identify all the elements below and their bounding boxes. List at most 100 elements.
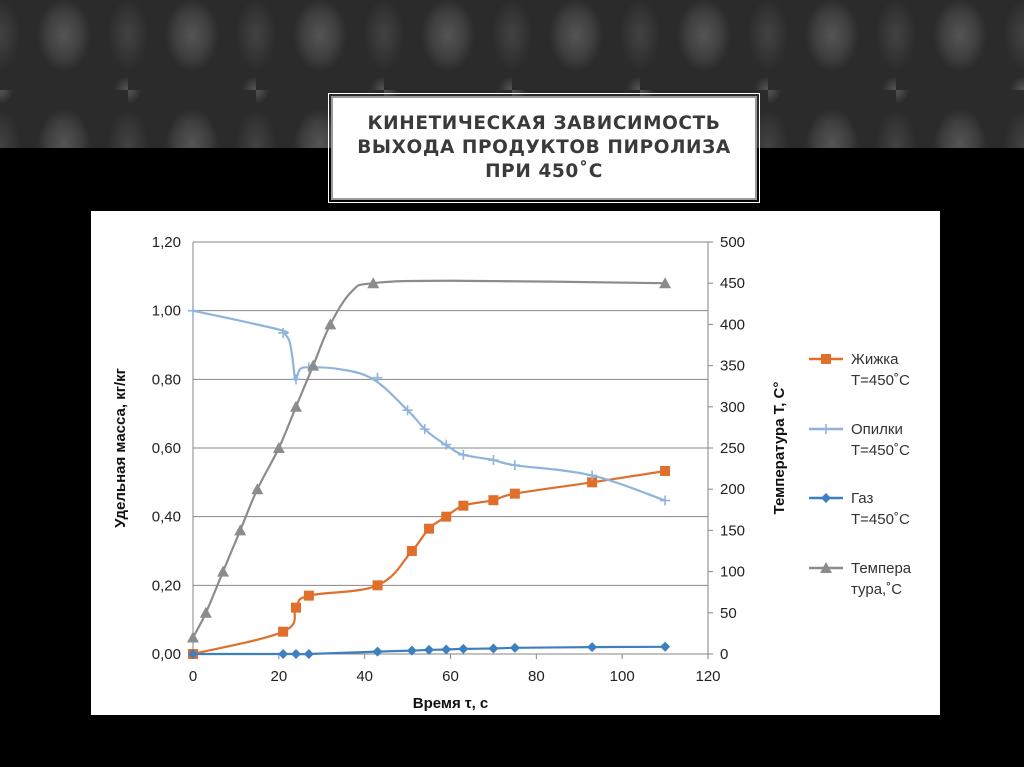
data-point — [419, 424, 430, 435]
data-point — [821, 493, 831, 503]
data-point — [587, 477, 598, 488]
data-point — [406, 546, 417, 556]
data-point — [660, 495, 671, 506]
data-point — [187, 631, 199, 643]
data-point — [488, 495, 499, 506]
y2-tick-label: 400 — [720, 316, 745, 333]
y-tick-label: 1,20 — [152, 234, 181, 251]
y-tick-label: 0,20 — [152, 577, 181, 594]
data-point — [587, 642, 598, 653]
y2-tick-label: 100 — [720, 564, 745, 581]
data-point — [458, 643, 469, 654]
legend-label: Темпера — [851, 560, 912, 577]
y2-tick-label: 350 — [720, 358, 745, 375]
data-point — [441, 439, 452, 450]
x-axis-title: Время τ, с — [413, 695, 489, 712]
data-point — [441, 511, 452, 522]
data-point — [278, 649, 289, 659]
y2-tick-label: 250 — [720, 440, 745, 457]
x-tick-label: 80 — [528, 668, 545, 685]
kinetics-chart: 0,000,200,400,600,801,001,20050100150200… — [112, 234, 912, 712]
y-tick-label: 1,00 — [152, 303, 181, 320]
data-point — [290, 400, 302, 412]
data-point — [307, 359, 320, 371]
legend-label: Газ — [851, 490, 873, 507]
y-tick-label: 0,60 — [152, 440, 181, 457]
data-point — [303, 649, 314, 659]
x-tick-label: 100 — [610, 668, 635, 685]
series-layer — [187, 277, 672, 659]
data-point — [424, 644, 435, 655]
y2-tick-label: 0 — [720, 646, 728, 663]
data-point — [278, 626, 289, 637]
series-2 — [188, 641, 671, 659]
data-point — [458, 500, 469, 511]
legend-entry-0: Жижка Т=450˚С — [809, 351, 910, 389]
y2-tick-label: 200 — [720, 481, 745, 498]
legend-entry-2: Газ Т=450˚С — [809, 490, 910, 528]
data-point — [587, 470, 598, 481]
legend-label: Опилки — [851, 421, 903, 438]
data-point — [372, 580, 383, 591]
data-point — [821, 424, 831, 434]
series-line — [192, 309, 666, 502]
y2-tick-label: 500 — [720, 234, 745, 251]
y-tick-label: 0,00 — [152, 646, 181, 663]
data-point — [188, 649, 198, 659]
data-point — [324, 318, 337, 330]
x-tick-label: 120 — [695, 668, 720, 685]
x-tick-label: 40 — [356, 668, 373, 685]
data-point — [251, 483, 264, 495]
data-point — [659, 277, 672, 289]
legend-label: Т=450˚С — [851, 511, 910, 528]
data-point — [509, 642, 520, 653]
data-point — [291, 649, 301, 659]
series-line — [192, 279, 666, 639]
data-point — [509, 488, 520, 499]
y2-axis-title: Температура T, C° — [771, 382, 788, 515]
data-point — [272, 442, 285, 453]
data-point — [291, 374, 301, 385]
series-3 — [187, 277, 672, 643]
legend-entry-1: Опилки Т=450˚С — [809, 421, 910, 459]
data-point — [278, 327, 289, 338]
data-point — [488, 643, 499, 654]
data-point — [367, 277, 380, 289]
data-point — [441, 644, 452, 655]
slide-title-box: Кинетическая зависимость выхода продукто… — [328, 93, 760, 203]
data-point — [291, 602, 301, 613]
data-point — [820, 562, 832, 573]
data-point — [303, 590, 314, 601]
x-tick-label: 20 — [270, 668, 287, 685]
data-point — [488, 455, 499, 466]
x-tick-label: 60 — [442, 668, 459, 685]
x-tick-label: 0 — [189, 668, 197, 685]
legend-label: Т=450˚С — [851, 372, 910, 389]
y2-tick-label: 150 — [720, 522, 745, 539]
damask-background — [0, 0, 1024, 148]
data-point — [458, 449, 469, 460]
legend: Жижка Т=450˚С Опилки Т=450˚С Газ Т=450˚С Темпе… — [809, 351, 912, 598]
data-point — [821, 354, 831, 364]
data-point — [234, 524, 247, 536]
data-point — [199, 606, 212, 618]
data-point — [424, 523, 435, 534]
data-point — [372, 372, 383, 383]
slide-title: Кинетическая зависимость выхода продукто… — [357, 113, 731, 182]
chart-panel: 0,00 0,20 0,40 0,60 0,80 1,00 1,20 0 50 100 150 200… — [91, 211, 940, 715]
data-point — [406, 645, 417, 656]
series-1 — [188, 305, 671, 506]
data-point — [660, 641, 671, 652]
data-point — [372, 646, 383, 657]
data-point — [402, 405, 413, 416]
series-line — [192, 469, 666, 656]
y2-tick-label: 50 — [720, 605, 737, 622]
legend-entry-3: Темпера тура,˚С — [809, 560, 912, 598]
y-axis-title: Удельная масса, кг/кг — [112, 368, 129, 528]
legend-label: Жижка — [851, 351, 899, 368]
y-tick-label: 0,40 — [152, 509, 181, 526]
series-0 — [188, 466, 671, 659]
data-point — [660, 466, 671, 477]
data-point — [217, 565, 230, 577]
legend-label: тура,˚С — [851, 581, 902, 598]
